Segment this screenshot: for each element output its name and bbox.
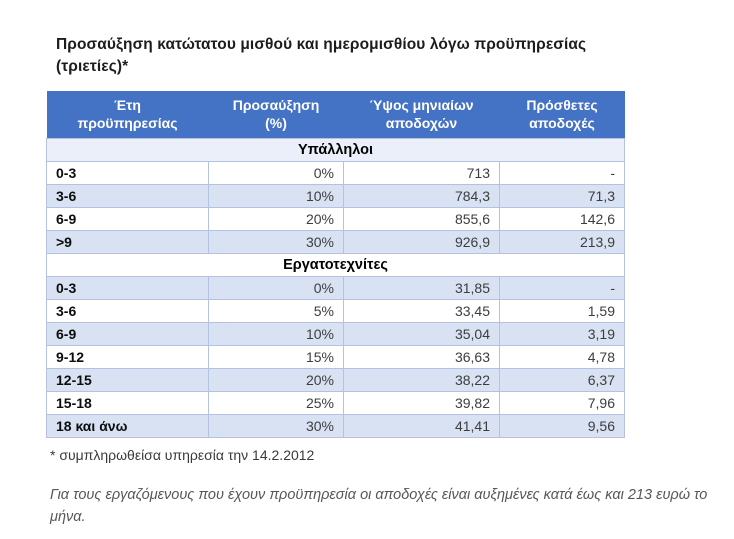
increase-cell: 0% (208, 275, 344, 300)
table-row: 3-6 5% 33,45 1,59 (46, 298, 625, 323)
monthly-salary-cell: 38,22 (343, 367, 500, 392)
increase-cell: 5% (208, 298, 344, 323)
years-cell: 0-3 (46, 160, 209, 185)
additional-pay-cell: 71,3 (499, 183, 625, 208)
increase-cell: 25% (208, 390, 344, 415)
years-cell: >9 (46, 229, 209, 254)
years-cell: 9-12 (46, 344, 209, 369)
monthly-salary-cell: 926,9 (343, 229, 500, 254)
additional-pay-cell: - (499, 275, 625, 300)
section-title: Εργατοτεχνίτες (46, 252, 625, 277)
column-header-increase: Προσαύξηση (%) (208, 90, 344, 139)
header-row: Έτη προϋπηρεσίας Προσαύξηση (%) Ύψος μην… (46, 90, 625, 139)
table-row: 15-18 25% 39,82 7,96 (46, 390, 625, 415)
years-cell: 15-18 (46, 390, 209, 415)
section-header-row: Υπάλληλοι (46, 137, 625, 162)
section-title: Υπάλληλοι (46, 137, 625, 162)
monthly-salary-cell: 36,63 (343, 344, 500, 369)
increase-cell: 15% (208, 344, 344, 369)
closing-note: Για τους εργαζόμενους που έχουν προϋπηρε… (50, 486, 708, 526)
table-row: 18 και άνω 30% 41,41 9,56 (46, 413, 625, 438)
section-header-row: Εργατοτεχνίτες (46, 252, 625, 277)
table-header: Έτη προϋπηρεσίας Προσαύξηση (%) Ύψος μην… (46, 90, 625, 139)
table-row: 6-9 20% 855,6 142,6 (46, 206, 625, 231)
additional-pay-cell: 213,9 (499, 229, 625, 254)
column-header-years: Έτη προϋπηρεσίας (46, 90, 209, 139)
years-cell: 0-3 (46, 275, 209, 300)
footnote: * συμπληρωθείσα υπηρεσία την 14.2.2012 (50, 446, 315, 463)
monthly-salary-cell: 35,04 (343, 321, 500, 346)
increase-cell: 30% (208, 413, 344, 438)
years-cell: 6-9 (46, 321, 209, 346)
monthly-salary-cell: 713 (343, 160, 500, 185)
additional-pay-cell: 6,37 (499, 367, 625, 392)
table-row: 12-15 20% 38,22 6,37 (46, 367, 625, 392)
monthly-salary-cell: 855,6 (343, 206, 500, 231)
table-row: 9-12 15% 36,63 4,78 (46, 344, 625, 369)
monthly-salary-cell: 784,3 (343, 183, 500, 208)
additional-pay-cell: 142,6 (499, 206, 625, 231)
years-cell: 6-9 (46, 206, 209, 231)
years-cell: 18 και άνω (46, 413, 209, 438)
table-row: 0-3 0% 31,85 - (46, 275, 625, 300)
monthly-salary-cell: 33,45 (343, 298, 500, 323)
table-row: >9 30% 926,9 213,9 (46, 229, 625, 254)
increase-cell: 20% (208, 206, 344, 231)
years-cell: 3-6 (46, 183, 209, 208)
increase-cell: 30% (208, 229, 344, 254)
column-header-monthly-salary: Ύψος μηνιαίων αποδοχών (343, 90, 500, 139)
additional-pay-cell: 1,59 (499, 298, 625, 323)
years-cell: 3-6 (46, 298, 209, 323)
monthly-salary-cell: 39,82 (343, 390, 500, 415)
table-row: 6-9 10% 35,04 3,19 (46, 321, 625, 346)
column-header-additional-pay: Πρόσθετες αποδοχές (499, 90, 625, 139)
table-row: 0-3 0% 713 - (46, 160, 625, 185)
additional-pay-cell: 7,96 (499, 390, 625, 415)
years-cell: 12-15 (46, 367, 209, 392)
increase-cell: 20% (208, 367, 344, 392)
additional-pay-cell: 9,56 (499, 413, 625, 438)
increase-cell: 10% (208, 183, 344, 208)
additional-pay-cell: 3,19 (499, 321, 625, 346)
increase-cell: 10% (208, 321, 344, 346)
monthly-salary-cell: 41,41 (343, 413, 500, 438)
additional-pay-cell: 4,78 (499, 344, 625, 369)
increase-cell: 0% (208, 160, 344, 185)
monthly-salary-cell: 31,85 (343, 275, 500, 300)
seniority-wage-table: Έτη προϋπηρεσίας Προσαύξηση (%) Ύψος μην… (46, 90, 625, 438)
table-row: 3-6 10% 784,3 71,3 (46, 183, 625, 208)
page-title: Προσαύξηση κατώτατου μισθού και ημερομισ… (56, 36, 587, 76)
additional-pay-cell: - (499, 160, 625, 185)
